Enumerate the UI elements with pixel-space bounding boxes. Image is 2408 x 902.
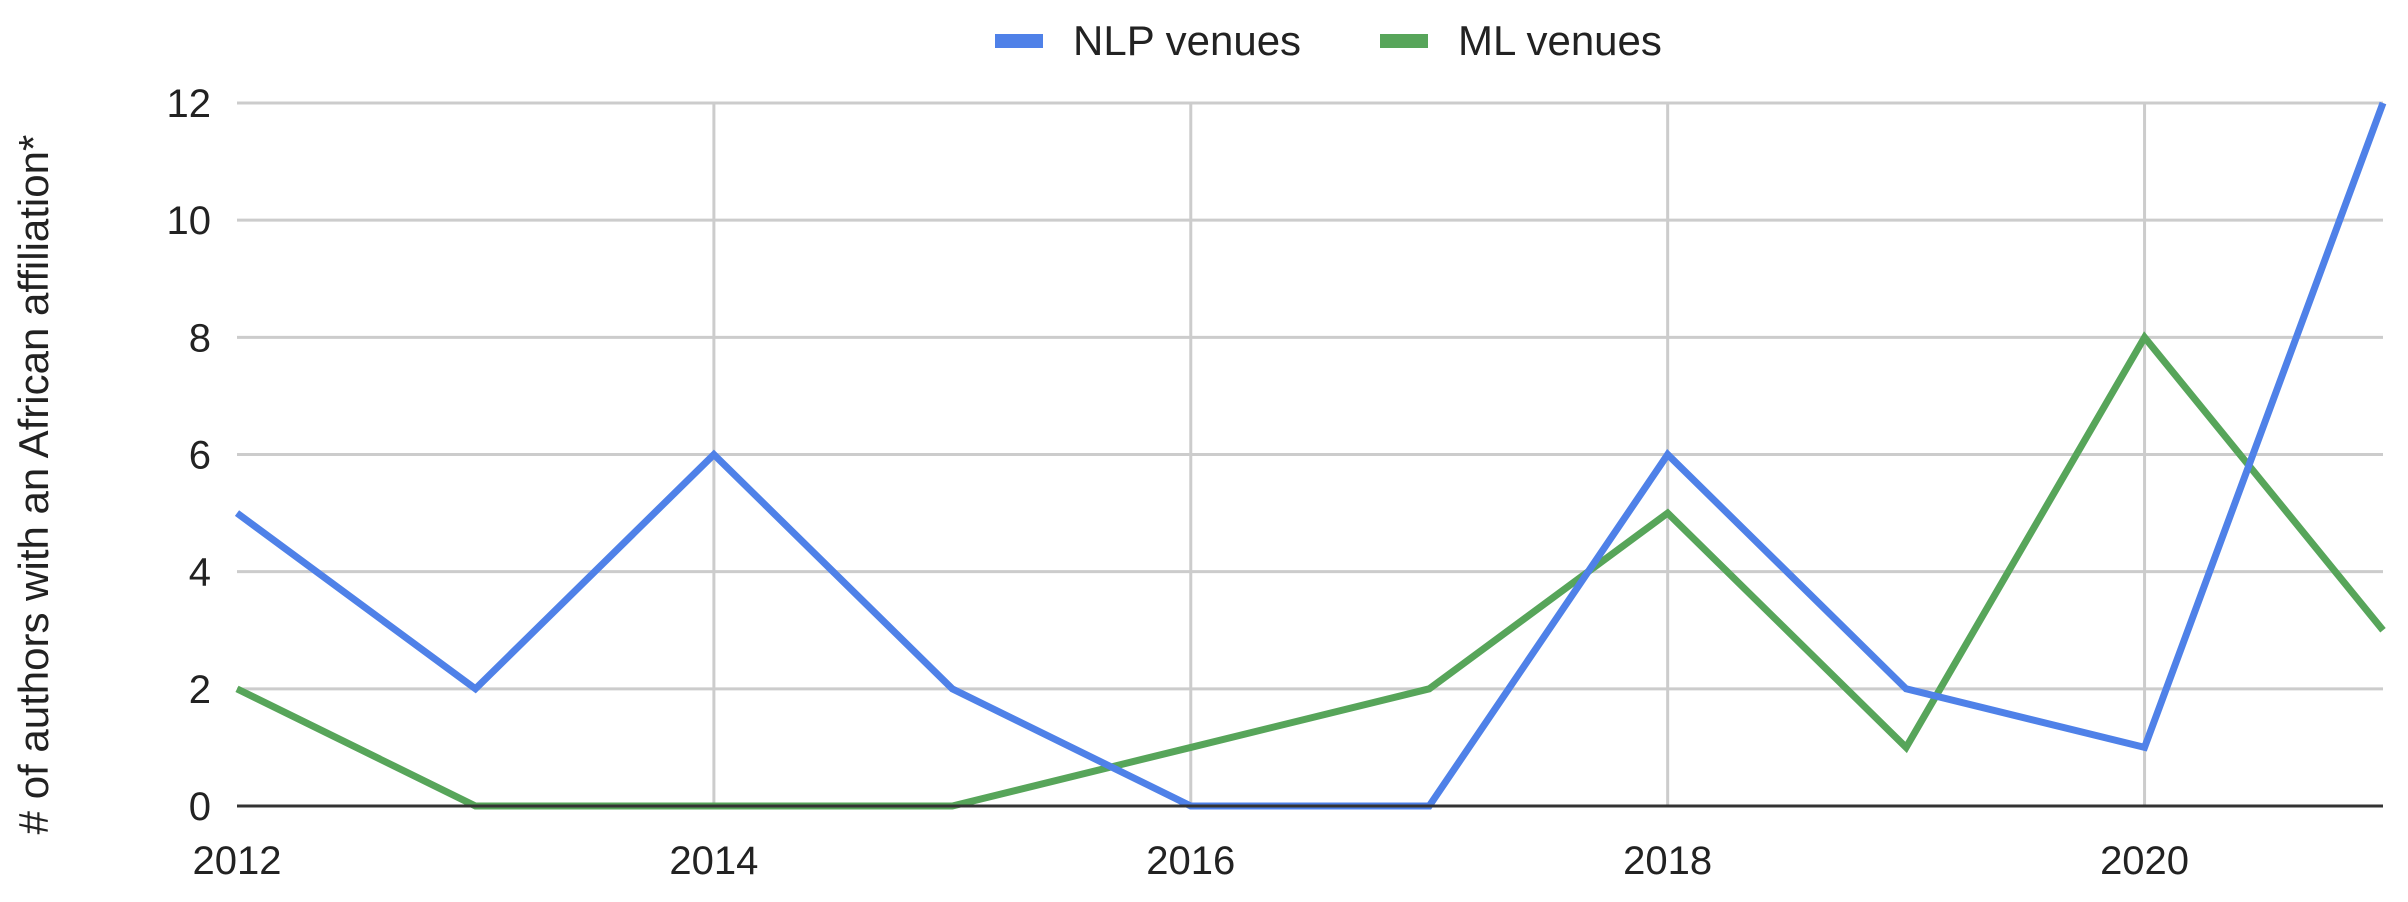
legend-label-ml-venues[interactable]: ML venues [1458, 17, 1662, 64]
legend[interactable]: NLP venues ML venues [995, 17, 1662, 64]
x-tick-label: 2014 [669, 839, 758, 883]
x-tick-label: 2018 [1623, 839, 1712, 883]
legend-label-nlp-venues[interactable]: NLP venues [1073, 17, 1301, 64]
y-axis-title: # of authors with an African affiliation… [10, 135, 57, 835]
x-tick-label: 2016 [1146, 839, 1235, 883]
y-tick-label: 2 [189, 668, 211, 712]
y-tick-label: 4 [189, 551, 211, 595]
y-tick-label: 8 [189, 316, 211, 360]
y-axis-ticks: 0 2 4 6 8 10 12 [167, 82, 212, 829]
y-tick-label: 0 [189, 785, 211, 829]
y-tick-label: 6 [189, 434, 211, 478]
x-axis-ticks: 2012 2014 2016 2018 2020 [193, 839, 2190, 883]
legend-swatch-nlp-venues [995, 34, 1043, 48]
gridlines [237, 101, 2383, 691]
y-tick-label: 12 [167, 82, 212, 126]
y-tick-label: 10 [167, 199, 212, 243]
legend-swatch-ml-venues [1380, 34, 1428, 48]
x-tick-label: 2020 [2100, 839, 2189, 883]
x-tick-label: 2012 [193, 839, 282, 883]
